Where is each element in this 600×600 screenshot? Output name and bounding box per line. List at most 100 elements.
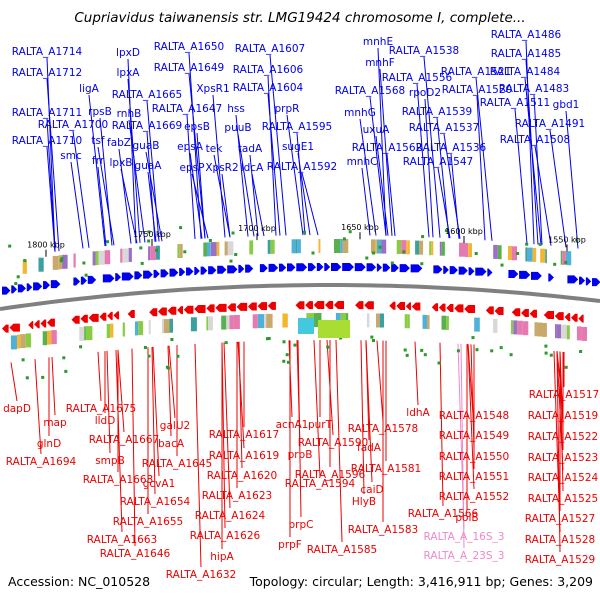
- gene-label[interactable]: mnhG: [344, 107, 376, 119]
- gene-label[interactable]: RALTA_A1528: [525, 534, 595, 546]
- gene-label[interactable]: RALTA_A1581: [351, 463, 421, 475]
- gene-label[interactable]: RALTA_A1617: [209, 429, 279, 441]
- gene-label[interactable]: mnhF: [365, 57, 395, 69]
- gene-label[interactable]: RALTA_A1537: [409, 122, 479, 134]
- gene-label[interactable]: epsA: [177, 141, 204, 153]
- gene-label[interactable]: RALTA_A1620: [207, 470, 277, 482]
- gene-label[interactable]: tek: [206, 143, 224, 155]
- gene-label[interactable]: RALTA_A1523: [528, 452, 598, 464]
- gene-label[interactable]: ligA: [79, 83, 99, 95]
- gene-label[interactable]: RALTA_A1556: [382, 72, 453, 84]
- gene-label[interactable]: RALTA_A1508: [500, 134, 570, 146]
- gene-label[interactable]: frr: [92, 155, 105, 167]
- gene-label[interactable]: guaB: [133, 140, 160, 152]
- gene-label[interactable]: lpxD: [116, 47, 140, 59]
- gene-label[interactable]: fadA: [357, 442, 382, 454]
- gene-label[interactable]: RALTA_A1548: [439, 410, 509, 422]
- gene-label[interactable]: RALTA_A1583: [348, 524, 418, 536]
- gene-label[interactable]: polB: [455, 512, 478, 524]
- gene-label[interactable]: RALTA_A1668: [83, 474, 153, 486]
- gene-label[interactable]: lldD: [95, 415, 116, 427]
- gene-label[interactable]: RALTA_A1511: [480, 97, 550, 109]
- gene-label[interactable]: acnA1: [276, 419, 309, 431]
- gene-label[interactable]: HlyB: [352, 496, 376, 508]
- gene-label[interactable]: RALTA_A1606: [233, 64, 304, 76]
- gene-label[interactable]: RALTA_A1522: [528, 431, 598, 443]
- gene-label[interactable]: caiD: [360, 484, 383, 496]
- gene-label[interactable]: RALTA_A1527: [525, 513, 595, 525]
- gene-label[interactable]: RALTA_A1536: [416, 142, 487, 154]
- gene-label[interactable]: RALTA_A1667: [89, 434, 159, 446]
- gene-label[interactable]: prpF: [278, 539, 302, 551]
- gene-label[interactable]: RALTA_A1654: [120, 496, 191, 508]
- gene-label[interactable]: RALTA_A1663: [87, 534, 157, 546]
- gene-label[interactable]: smpB: [95, 455, 125, 467]
- gene-label[interactable]: RALTA_A1711: [12, 107, 82, 119]
- gene-label[interactable]: bacA: [158, 438, 185, 450]
- gene-label[interactable]: guaA: [135, 160, 163, 172]
- gene-label[interactable]: lpxB: [110, 157, 133, 169]
- gene-label[interactable]: RALTA_A1624: [195, 510, 266, 522]
- gene-label[interactable]: RALTA_A1700: [38, 119, 108, 131]
- gene-label[interactable]: ldhA: [406, 407, 430, 419]
- gene-label[interactable]: RALTA_A1590: [298, 437, 368, 449]
- gene-label[interactable]: RALTA_A1604: [233, 82, 304, 94]
- gene-label[interactable]: RALTA_A1645: [142, 458, 212, 470]
- gene-label[interactable]: RALTA_A1485: [491, 48, 561, 60]
- gene-label[interactable]: RALTA_A1596: [295, 469, 366, 481]
- gene-label[interactable]: RALTA_A1623: [202, 490, 272, 502]
- gene-label[interactable]: RALTA_A1529: [525, 554, 595, 566]
- gene-label[interactable]: RALTA_A1650: [154, 41, 224, 53]
- gene-label[interactable]: RALTA_A1669: [112, 120, 182, 132]
- gene-label[interactable]: RALTA_A1675: [66, 403, 136, 415]
- gene-label[interactable]: RALTA_A1712: [12, 67, 82, 79]
- gene-label[interactable]: map: [43, 417, 67, 429]
- gene-label[interactable]: RALTA_A1592: [267, 161, 337, 173]
- gene-label[interactable]: hipA: [210, 551, 234, 563]
- gene-label[interactable]: RALTA_A_16S_3: [424, 531, 505, 543]
- gene-label[interactable]: galU2: [160, 420, 190, 432]
- gene-label[interactable]: gbd1: [553, 99, 580, 111]
- gene-label[interactable]: RALTA_A1547: [403, 156, 473, 168]
- gene-label[interactable]: smc: [60, 150, 82, 162]
- gene-label[interactable]: RALTA_A1632: [166, 569, 236, 581]
- gene-label[interactable]: RALTA_A1649: [154, 62, 224, 74]
- gene-label[interactable]: RALTA_A1517: [529, 389, 599, 401]
- gene-label[interactable]: RALTA_A1714: [12, 46, 83, 58]
- gene-label[interactable]: epsP: [180, 162, 205, 174]
- gene-label[interactable]: RALTA_A1538: [389, 45, 459, 57]
- gene-label[interactable]: puuB: [224, 122, 251, 134]
- gene-label[interactable]: rpsB: [88, 106, 112, 118]
- gene-label[interactable]: RALTA_A1595: [262, 121, 332, 133]
- gene-label[interactable]: rnhB: [117, 108, 142, 120]
- gene-label[interactable]: RALTA_A1552: [439, 491, 509, 503]
- gene-label[interactable]: prpB: [288, 449, 313, 461]
- gene-label[interactable]: hss: [227, 103, 245, 115]
- gene-label[interactable]: epsB: [184, 121, 210, 133]
- gene-label[interactable]: RALTA_A1562: [352, 142, 422, 154]
- gene-label[interactable]: XpsR1: [196, 83, 229, 95]
- gene-label[interactable]: XpsR2: [205, 162, 238, 174]
- gene-label[interactable]: RALTA_A1525: [528, 493, 598, 505]
- gene-label[interactable]: RALTA_A1655: [113, 516, 183, 528]
- gene-label[interactable]: gcvA1: [143, 478, 176, 490]
- gene-label[interactable]: fabZ: [107, 137, 131, 149]
- gene-label[interactable]: RALTA_A1594: [285, 478, 356, 490]
- gene-label[interactable]: RALTA_A1521: [441, 66, 511, 78]
- gene-label[interactable]: RALTA_A1578: [348, 423, 418, 435]
- gene-label[interactable]: RALTA_A1483: [499, 83, 569, 95]
- gene-label[interactable]: ldcA: [241, 162, 264, 174]
- gene-label[interactable]: RALTA_A1551: [439, 471, 509, 483]
- gene-label[interactable]: RALTA_A1486: [491, 29, 562, 41]
- gene-label[interactable]: RALTA_A1549: [439, 430, 509, 442]
- gene-label[interactable]: RALTA_A1520: [442, 84, 512, 96]
- gene-label[interactable]: RALTA_A1647: [152, 103, 222, 115]
- gene-label[interactable]: RALTA_A1539: [402, 106, 472, 118]
- gene-label[interactable]: RALTA_A1626: [190, 530, 261, 542]
- gene-label[interactable]: RALTA_A1519: [528, 410, 598, 422]
- gene-label[interactable]: purT: [308, 419, 333, 431]
- gene-label[interactable]: RALTA_A1646: [100, 548, 171, 560]
- gene-label[interactable]: mnhE: [363, 36, 393, 48]
- gene-label[interactable]: RALTA_A1694: [6, 456, 77, 468]
